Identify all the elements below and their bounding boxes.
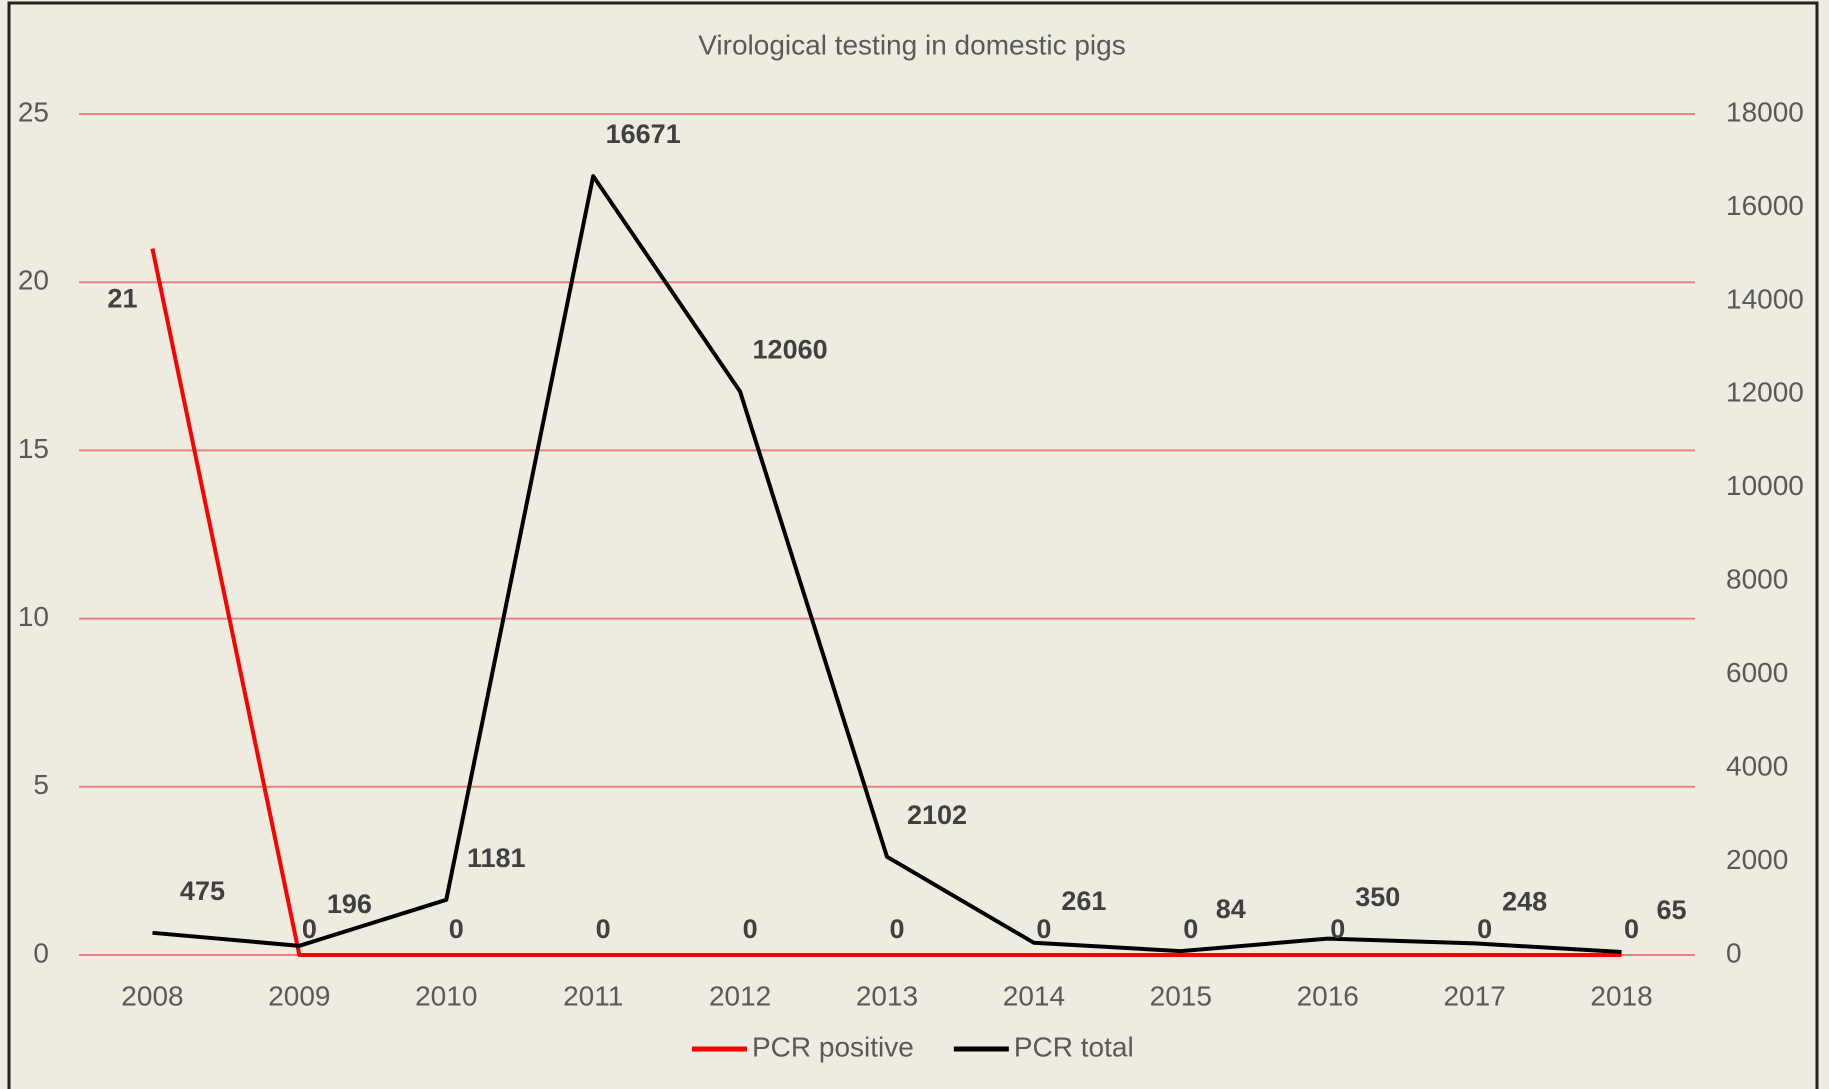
series-line — [152, 174, 1622, 954]
data-label: 0 — [449, 914, 464, 944]
y2-tick-label: 0 — [1726, 937, 1742, 968]
data-label: 0 — [743, 914, 758, 944]
data-label: 261 — [1061, 886, 1106, 916]
x-tick-label: 2016 — [1297, 980, 1359, 1011]
frame — [7, 1, 1819, 1089]
x-tick-label: 2008 — [121, 980, 183, 1011]
y2-tick-label: 18000 — [1726, 96, 1804, 127]
y2-tick-label: 8000 — [1726, 564, 1788, 595]
data-label: 12060 — [753, 335, 828, 365]
data-label: 0 — [1477, 914, 1492, 944]
x-tick-label: 2009 — [268, 980, 330, 1011]
data-label: 475 — [180, 876, 225, 906]
y-tick-label: 20 — [18, 265, 49, 296]
y-tick-label: 15 — [18, 433, 49, 464]
data-label: 65 — [1657, 895, 1687, 925]
legend-label: PCR positive — [752, 1031, 914, 1062]
data-label: 0 — [596, 914, 611, 944]
x-tick-label: 2012 — [709, 980, 771, 1011]
x-tick-label: 2010 — [415, 980, 477, 1011]
y2-tick-label: 6000 — [1726, 657, 1788, 688]
series-line — [150, 248, 1622, 957]
y2-tick-label: 10000 — [1726, 470, 1804, 501]
data-label: 0 — [1624, 914, 1639, 944]
data-label: 16671 — [606, 119, 681, 149]
y-tick-label: 25 — [18, 96, 49, 127]
y2-tick-label: 12000 — [1726, 377, 1804, 408]
data-label: 2102 — [907, 800, 967, 830]
y-tick-label: 5 — [33, 769, 49, 800]
x-tick-label: 2017 — [1443, 980, 1505, 1011]
y2-tick-label: 2000 — [1726, 844, 1788, 875]
data-label: 0 — [1036, 914, 1051, 944]
data-label: 350 — [1355, 882, 1400, 912]
legend-label: PCR total — [1014, 1031, 1134, 1062]
data-label: 1181 — [467, 843, 526, 873]
chart-title: Virological testing in domestic pigs — [698, 29, 1125, 60]
data-label: 196 — [327, 889, 372, 919]
y2-tick-label: 16000 — [1726, 190, 1804, 221]
x-tick-label: 2018 — [1590, 980, 1652, 1011]
y2-tick-label: 4000 — [1726, 751, 1788, 782]
x-tick-label: 2013 — [856, 980, 918, 1011]
data-label: 21 — [107, 284, 137, 314]
data-label: 0 — [302, 914, 317, 944]
x-tick-label: 2011 — [563, 980, 623, 1011]
data-label: 0 — [889, 914, 904, 944]
data-label: 84 — [1216, 894, 1246, 924]
x-tick-label: 2015 — [1150, 980, 1212, 1011]
data-label: 0 — [1330, 914, 1345, 944]
data-label: 248 — [1502, 887, 1547, 917]
data-label: 0 — [1183, 914, 1198, 944]
y-tick-label: 10 — [18, 601, 49, 632]
y2-tick-label: 14000 — [1726, 283, 1804, 314]
x-tick-label: 2014 — [1003, 980, 1065, 1011]
y-tick-label: 0 — [33, 937, 49, 968]
